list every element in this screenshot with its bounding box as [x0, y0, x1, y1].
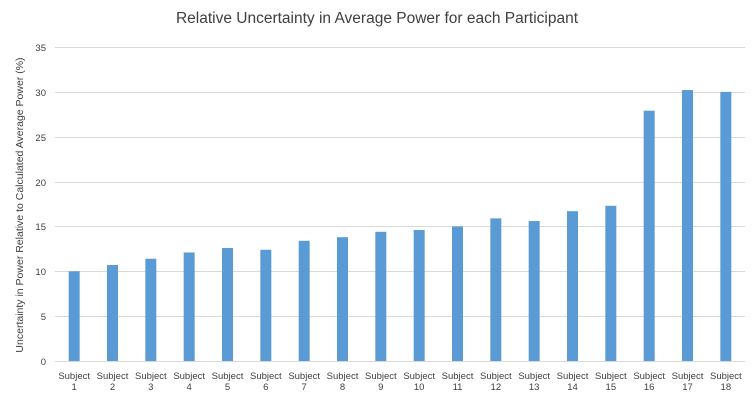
bar-subject-9	[375, 231, 387, 361]
x-tick-label: 8	[340, 382, 345, 393]
x-tick-label: 10	[414, 382, 425, 393]
x-tick-label: 2	[110, 382, 115, 393]
x-tick-label: Subject	[633, 371, 665, 382]
bar-subject-18	[720, 91, 732, 362]
gridlines	[55, 47, 745, 362]
bar-subject-6	[260, 249, 272, 361]
y-tick-label: 30	[35, 88, 46, 99]
x-tick-label: 12	[491, 382, 502, 393]
x-tick-label: Subject	[135, 371, 167, 382]
x-tick-label: Subject	[442, 371, 474, 382]
x-tick-label: 7	[302, 382, 307, 393]
x-tick-label: 14	[567, 382, 578, 393]
x-tick-label: 13	[529, 382, 540, 393]
x-tick-label: Subject	[403, 371, 435, 382]
y-tick-label: 15	[35, 222, 46, 233]
bar-subject-14	[567, 211, 578, 361]
y-tick-label: 25	[35, 133, 46, 144]
bar-subject-3	[145, 258, 157, 361]
x-tick-label: 3	[148, 382, 153, 393]
x-tick-label: 4	[187, 382, 192, 393]
x-tick-label: 16	[644, 382, 655, 393]
x-tick-label: Subject	[595, 371, 627, 382]
x-tick-label: Subject	[518, 371, 550, 382]
x-tick-label: 17	[682, 382, 693, 393]
bar-subject-13	[528, 221, 540, 361]
y-axis-ticks: 0 5 10 15 20 25 30 35	[35, 43, 46, 368]
y-tick-label: 20	[35, 178, 46, 189]
x-tick-label: Subject	[480, 371, 512, 382]
bars	[68, 90, 732, 362]
bar-subject-16	[643, 110, 655, 361]
x-tick-label: Subject	[173, 371, 205, 382]
x-tick-label: Subject	[327, 371, 359, 382]
x-tick-label: 11	[453, 382, 463, 393]
x-tick-label: 1	[72, 382, 77, 393]
x-tick-label: 5	[225, 382, 230, 393]
bar-subject-5	[222, 247, 233, 361]
bar-subject-7	[298, 240, 310, 361]
x-tick-label: Subject	[97, 371, 129, 382]
y-tick-label: 10	[35, 267, 46, 278]
bar-subject-12	[490, 218, 502, 361]
chart-title: Relative Uncertainty in Average Power fo…	[175, 10, 579, 27]
y-tick-label: 35	[35, 43, 46, 54]
x-tick-label: Subject	[365, 371, 397, 382]
y-tick-label: 0	[41, 357, 46, 368]
x-tick-label: Subject	[288, 371, 320, 382]
bar-subject-4	[183, 252, 195, 361]
bar-subject-8	[337, 237, 348, 361]
x-axis-ticks: Subject1Subject2Subject3Subject4Subject5…	[58, 371, 742, 393]
bar-subject-17	[682, 90, 693, 361]
bar-subject-10	[413, 230, 425, 361]
x-tick-label: Subject	[557, 371, 589, 382]
x-tick-label: Subject	[58, 371, 90, 382]
x-tick-label: Subject	[212, 371, 244, 382]
bar-subject-11	[452, 226, 463, 361]
y-tick-label: 5	[41, 312, 46, 323]
x-tick-label: Subject	[250, 371, 282, 382]
x-tick-label: 15	[606, 382, 617, 393]
x-tick-label: 18	[721, 382, 732, 393]
bar-subject-15	[605, 205, 617, 361]
bar-subject-2	[107, 265, 118, 361]
x-tick-label: Subject	[710, 371, 742, 382]
x-tick-label: 6	[263, 382, 268, 393]
x-tick-label: Subject	[672, 371, 704, 382]
bar-subject-1	[68, 271, 80, 361]
x-tick-label: 9	[378, 382, 383, 393]
